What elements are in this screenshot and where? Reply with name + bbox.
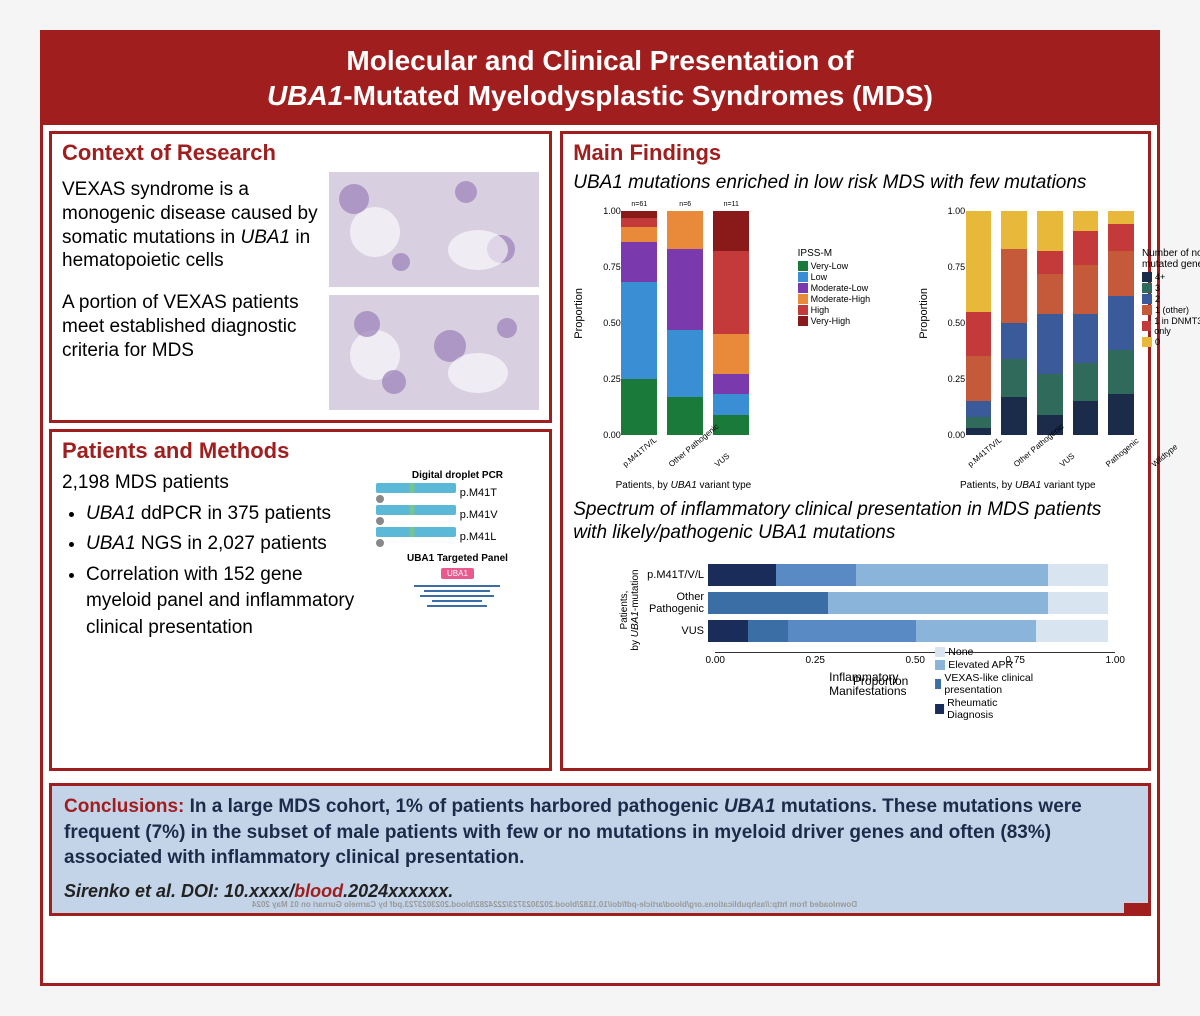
stacked-bar <box>1108 211 1134 435</box>
title-line1: Molecular and Clinical Presentation of <box>63 43 1137 78</box>
title-line2: UBA1-Mutated Myelodysplastic Syndromes (… <box>63 78 1137 113</box>
chart-inflammatory: Patients,by UBA1-mutation p.M41T/V/LOthe… <box>623 554 1138 714</box>
findings-subtitle-2: Spectrum of inflammatory clinical presen… <box>573 499 1138 545</box>
ddpcr-row: p.M41L <box>376 527 540 547</box>
hbar-row: VUS <box>715 618 1108 644</box>
stacked-bar <box>1037 211 1063 435</box>
methods-bullet-1: UBA1 ddPCR in 375 patients <box>86 501 366 528</box>
hbar-row: p.M41T/V/L <box>715 562 1108 588</box>
ddpcr-row: p.M41T <box>376 483 540 503</box>
methods-header: Patients and Methods <box>62 438 539 464</box>
methods-text: 2,198 MDS patients UBA1 ddPCR in 375 pat… <box>62 470 366 646</box>
blood-badge <box>1124 903 1148 913</box>
content-grid: Context of Research VEXAS syndrome is a … <box>43 125 1157 777</box>
figure-1: Proportion 0.000.250.500.751.00n=61n=6n=… <box>573 203 1138 493</box>
stacked-bar: n=11 <box>713 211 749 435</box>
context-text: VEXAS syndrome is a monogenic disease ca… <box>62 172 319 410</box>
stacked-bar: n=61 <box>621 211 657 435</box>
micrograph-1 <box>329 172 539 287</box>
context-header: Context of Research <box>62 140 539 166</box>
micrograph-column <box>329 172 539 410</box>
chart-comut: Proportion 0.000.250.500.751.00p.M41T/V/… <box>918 203 1138 493</box>
conclusions-panel: Conclusions: In a large MDS cohort, 1% o… <box>49 783 1151 916</box>
visual-abstract-container: Molecular and Clinical Presentation of U… <box>40 30 1160 986</box>
hbar-row: Other Pathogenic <box>715 590 1108 616</box>
stacked-bar <box>966 211 992 435</box>
stacked-bar <box>1001 211 1027 435</box>
title-bar: Molecular and Clinical Presentation of U… <box>43 33 1157 125</box>
methods-panel: Patients and Methods 2,198 MDS patients … <box>49 429 552 771</box>
download-watermark: Downloaded from http://ashpublications.o… <box>252 900 857 911</box>
conclusions-label: Conclusions: <box>64 796 184 817</box>
methods-bullet-3: Correlation with 152 gene myeloid panel … <box>86 562 366 642</box>
methods-diagrams: Digital droplet PCR p.M41Tp.M41Vp.M41L U… <box>376 470 540 646</box>
stacked-bar: n=6 <box>667 211 703 435</box>
ddpcr-row: p.M41V <box>376 505 540 525</box>
figure-2: Patients,by UBA1-mutation p.M41T/V/LOthe… <box>573 554 1138 714</box>
findings-header: Main Findings <box>573 140 1138 166</box>
findings-subtitle-1: UBA1 mutations enriched in low risk MDS … <box>573 172 1138 195</box>
micrograph-2 <box>329 295 539 410</box>
methods-bullet-2: UBA1 NGS in 2,027 patients <box>86 531 366 558</box>
findings-panel: Main Findings UBA1 mutations enriched in… <box>560 131 1151 771</box>
context-panel: Context of Research VEXAS syndrome is a … <box>49 131 552 423</box>
right-column: Main Findings UBA1 mutations enriched in… <box>560 131 1151 771</box>
stacked-bar <box>1073 211 1099 435</box>
chart-ipssm: Proportion 0.000.250.500.751.00n=61n=6n=… <box>573 203 793 493</box>
left-column: Context of Research VEXAS syndrome is a … <box>49 131 552 771</box>
